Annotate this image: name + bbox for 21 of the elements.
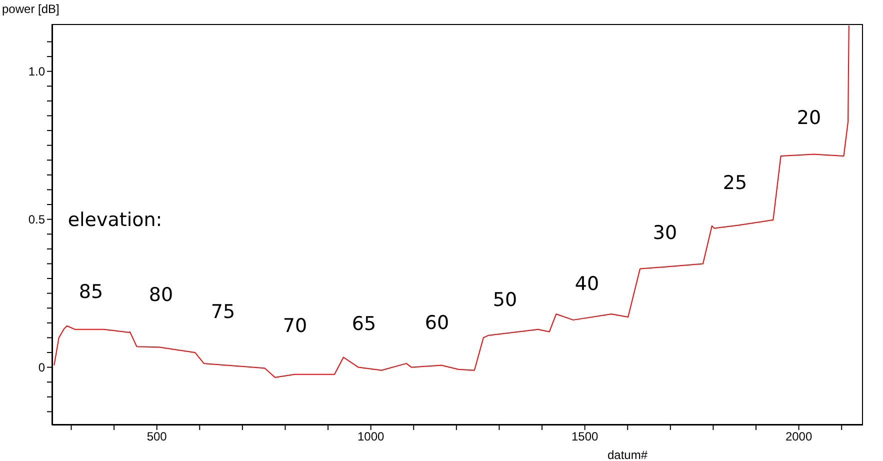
annotation: 25 (722, 172, 748, 194)
annotation: 30 (652, 222, 678, 244)
x-tick-label: 500 (146, 430, 168, 444)
annotation: elevation: (68, 209, 162, 231)
y-tick-label: 0 (38, 360, 46, 375)
annotation: 65 (352, 313, 376, 335)
x-axis-title: datum# (607, 448, 648, 461)
annotation: 60 (424, 312, 450, 334)
annotation: 20 (796, 107, 822, 129)
x-tick-label: 1000 (357, 430, 385, 444)
x-tick-label: 2000 (785, 430, 812, 444)
annotation: 80 (148, 284, 174, 306)
y-tick-label: 1.0 (28, 64, 46, 79)
annotation: 40 (574, 273, 600, 295)
y-axis-title: power [dB] (2, 2, 60, 16)
annotation: 75 (210, 301, 236, 323)
x-tick-label: 1500 (571, 430, 598, 444)
annotation: 70 (282, 315, 308, 337)
annotation: 50 (492, 289, 518, 311)
annotation: 85 (78, 281, 104, 303)
y-tick-label: 0.5 (28, 212, 46, 227)
